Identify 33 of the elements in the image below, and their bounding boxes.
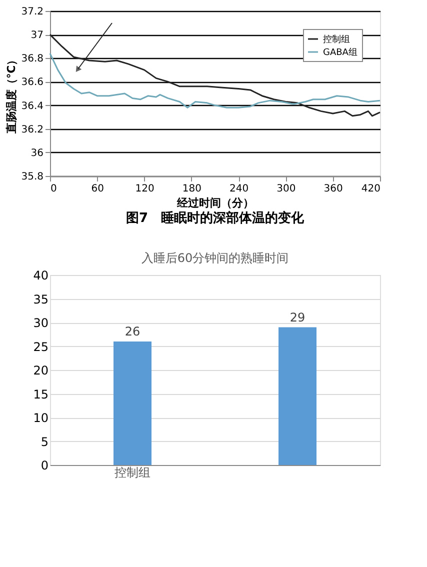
- y-tick-label: 37: [30, 30, 44, 42]
- y-tick-label: 25: [33, 340, 48, 354]
- x-axis-title: 经过时间（分）: [176, 196, 254, 210]
- y-tick-label: 20: [33, 364, 48, 378]
- y-tick-label: 40: [33, 268, 48, 282]
- x-tick-label: 60: [91, 184, 104, 194]
- y-axis-title: 直肠温度（℃）: [5, 54, 18, 135]
- x-tick-label: 180: [182, 184, 202, 194]
- legend-label: GABA组: [323, 47, 358, 58]
- y-tick-label: 36.8: [21, 54, 44, 65]
- x-tick-label: 420: [361, 184, 380, 194]
- y-tick-label: 37.2: [21, 6, 44, 18]
- legend-label: 控制组: [323, 34, 350, 45]
- y-tick-label: 36.6: [21, 77, 44, 88]
- x-tick-label: 360: [324, 184, 343, 194]
- y-tick-label: 5: [40, 434, 48, 449]
- y-tick-label: 35.8: [21, 172, 44, 182]
- data-label: 26: [124, 324, 140, 338]
- y-tick-label: 10: [33, 411, 48, 425]
- y-tick-label: 36: [30, 148, 44, 159]
- y-tick-label: 30: [33, 316, 48, 330]
- y-tick-label: 36.2: [21, 124, 44, 136]
- text: 图7 睡眠时的深部体温的变化: [126, 210, 306, 226]
- y-tick-label: 15: [33, 387, 48, 402]
- y-tick-label: 36.4: [21, 100, 44, 112]
- x-tick-label: 240: [230, 184, 249, 194]
- x-tick-label: 120: [135, 184, 154, 194]
- y-tick-label: 0: [40, 458, 48, 472]
- data-label: 29: [290, 310, 306, 324]
- y-tick-label: 35: [33, 292, 48, 306]
- chart-title: 入睡后60分钟间的熟睡时间: [141, 251, 289, 265]
- x-tick-label: 300: [276, 184, 296, 194]
- x-tick-label: 0: [50, 184, 57, 194]
